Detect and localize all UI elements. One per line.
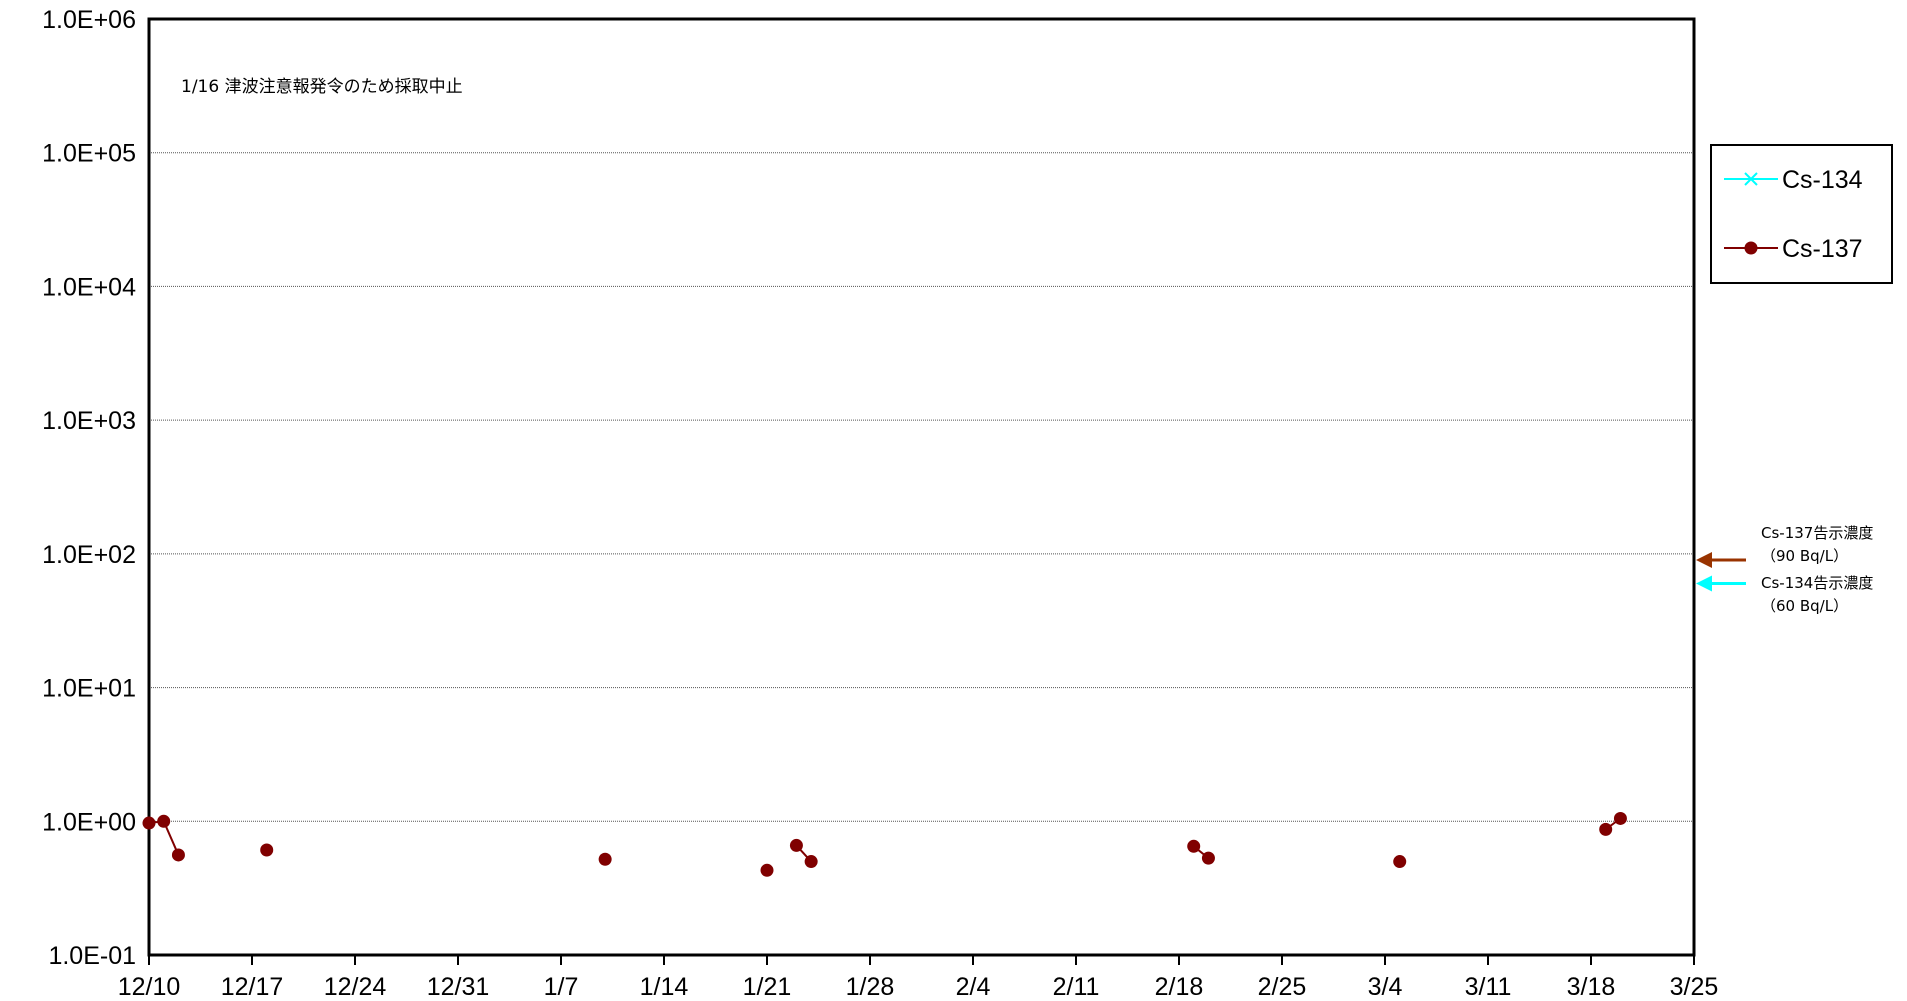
x-tick-label: 12/31: [427, 973, 490, 1001]
data-point: [598, 852, 612, 866]
limit-label-cs137-line1: Cs-137告示濃度: [1761, 524, 1873, 542]
limit-label-cs134-line2: （60 Bq/L）: [1761, 597, 1848, 615]
data-point: [1393, 855, 1407, 869]
y-tick-label: 1.0E+03: [42, 407, 136, 435]
x-axis-ticks: 12/10 12/17 12/24 12/31 1/7 1/14 1/21 1/28 2/4 2/…: [118, 955, 1719, 1001]
y-tick-label: 1.0E-01: [48, 942, 136, 970]
x-tick-label: 3/11: [1465, 973, 1512, 1001]
data-point: [157, 814, 171, 828]
x-tick-label: 2/18: [1155, 973, 1204, 1001]
limit-label-cs134-line1: Cs-134告示濃度: [1761, 574, 1873, 592]
data-point: [760, 863, 774, 877]
limit-arrow-head: [1696, 575, 1712, 592]
x-tick-label: 2/11: [1053, 973, 1100, 1001]
x-tick-label: 2/4: [956, 973, 991, 1001]
y-tick-label: 1.0E+05: [42, 140, 136, 168]
limit-arrows: [1696, 551, 1746, 592]
data-point: [804, 855, 818, 869]
legend-box: [1710, 144, 1893, 284]
data-point: [171, 848, 185, 862]
x-tick-label: 3/4: [1368, 973, 1403, 1001]
y-tick-label: 1.0E+01: [42, 675, 136, 703]
data-point: [142, 816, 156, 830]
legend-label-cs134: Cs-134: [1782, 166, 1863, 194]
data-point: [1613, 811, 1627, 825]
grid-lines: [149, 152, 1694, 822]
y-axis-ticks: 1.0E-01 1.0E+00 1.0E+01 1.0E+02 1.0E+03 1.0E+…: [42, 6, 136, 970]
y-tick-label: 1.0E+06: [42, 6, 136, 34]
x-tick-label: 1/21: [743, 973, 792, 1001]
plot-frame: [147, 17, 1696, 957]
x-tick-label: 1/14: [640, 973, 689, 1001]
legend: Cs-134 Cs-137: [1710, 144, 1893, 284]
data-point: [1201, 851, 1215, 865]
x-tick-label: 3/18: [1567, 973, 1616, 1001]
data-point: [789, 838, 803, 852]
legend-marker-cs134: [1744, 172, 1758, 186]
y-tick-label: 1.0E+04: [42, 273, 136, 301]
limit-arrow-head: [1696, 551, 1712, 568]
reference-limits: Cs-137告示濃度 （90 Bq/L） Cs-134告示濃度 （60 Bq/L…: [1696, 524, 1873, 615]
data-point: [1599, 822, 1613, 836]
legend-label-cs137: Cs-137: [1782, 235, 1863, 263]
legend-marker-cs137: [1744, 241, 1758, 255]
x-tick-label: 12/10: [118, 973, 181, 1001]
y-tick-label: 1.0E+00: [42, 808, 136, 836]
y-tick-label: 1.0E+02: [42, 541, 136, 569]
limit-label-cs137-line2: （90 Bq/L）: [1761, 547, 1848, 565]
x-tick-label: 12/24: [324, 973, 387, 1001]
x-tick-label: 3/25: [1670, 973, 1719, 1001]
data-point: [260, 843, 274, 857]
legend-marker: [1744, 172, 1758, 186]
series-layer: [142, 811, 1627, 877]
x-tick-label: 1/28: [846, 973, 895, 1001]
x-tick-label: 1/7: [544, 973, 579, 1001]
legend-marker: [1744, 241, 1758, 255]
data-point: [1187, 839, 1201, 853]
x-tick-label: 12/17: [221, 973, 284, 1001]
annotation-note: 1/16 津波注意報発令のため採取中止: [181, 77, 463, 97]
x-tick-label: 2/25: [1258, 973, 1307, 1001]
